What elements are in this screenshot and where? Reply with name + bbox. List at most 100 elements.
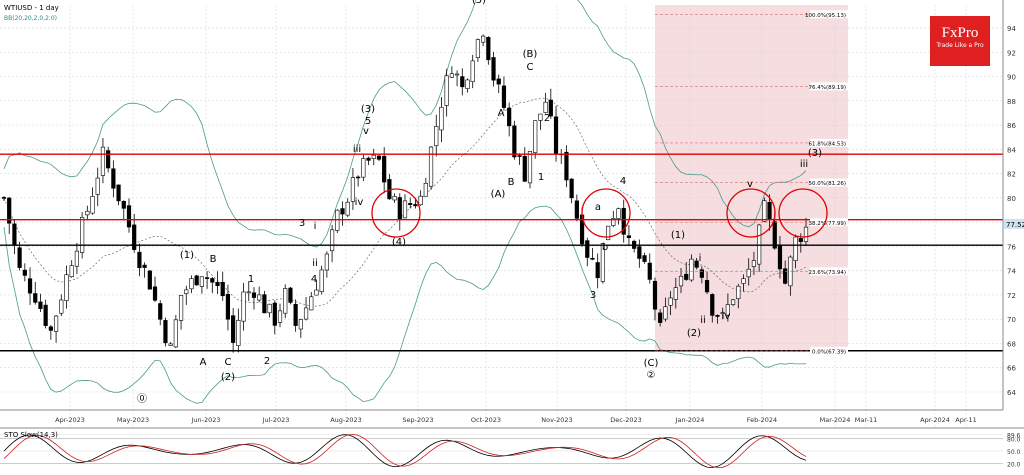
candle-body xyxy=(533,120,538,153)
candle-body xyxy=(496,78,501,85)
candle-body xyxy=(356,176,361,179)
candle-body xyxy=(210,278,215,283)
candle-body xyxy=(569,178,574,199)
wave-label: 2 xyxy=(544,113,550,124)
candle-body xyxy=(272,302,277,326)
wave-label: 4 xyxy=(620,176,626,187)
bb-upper-line xyxy=(3,0,807,248)
candle-body xyxy=(7,197,12,224)
date-tick: Apr-11 xyxy=(955,416,976,424)
wave-label: iii xyxy=(353,144,361,155)
candle-body xyxy=(95,177,100,195)
fib-label-bg xyxy=(810,267,848,276)
candle-body xyxy=(798,238,803,242)
stochastic-label: STO Slow(14,3) xyxy=(4,431,58,439)
candle-body xyxy=(590,257,595,260)
candle-body xyxy=(413,204,418,207)
candle-body xyxy=(402,200,408,219)
fib-label: 0.0%(67.39) xyxy=(812,349,846,355)
candle-body xyxy=(199,276,204,287)
candle-body xyxy=(215,281,220,287)
candle-body xyxy=(772,221,777,249)
wave-label: b xyxy=(602,242,608,253)
wave-label: (1) xyxy=(180,250,194,261)
candle-body xyxy=(111,168,116,189)
candle-body xyxy=(501,85,507,108)
price-tick: 70 xyxy=(1007,316,1016,324)
fib-label: 76.4%(89.19) xyxy=(808,85,846,91)
candle-body xyxy=(251,292,257,298)
current-price-label: 77.52 xyxy=(1006,221,1024,229)
candle-body xyxy=(12,223,17,245)
candle-body xyxy=(704,280,710,293)
wave-label: i xyxy=(314,221,317,232)
candle-body xyxy=(642,255,647,262)
candle-body xyxy=(100,146,106,176)
wave-label: C xyxy=(527,62,534,73)
date-tick: Aug-2023 xyxy=(330,416,362,424)
wave-label: (4) xyxy=(392,237,406,248)
candle-body xyxy=(142,264,147,268)
candle-body xyxy=(673,287,678,300)
date-tick: Dec-2023 xyxy=(610,416,641,424)
candle-body xyxy=(454,73,460,76)
candle-body xyxy=(361,158,366,178)
highlight-circle xyxy=(778,188,828,238)
date-axis: Apr-2023 May-2023 Jun-2023 Jul-2023 Aug-2023… xyxy=(55,416,977,424)
wave-label: B xyxy=(210,254,217,265)
stoch-d-line xyxy=(3,433,807,469)
highlight-circle xyxy=(371,188,421,238)
candle-body xyxy=(231,315,236,343)
wave-label: (3) xyxy=(808,148,822,159)
date-tick: Apr-2023 xyxy=(55,416,85,424)
candle-body xyxy=(48,326,53,331)
price-tick: 66 xyxy=(1007,365,1016,373)
wave-label: (2) xyxy=(687,328,701,339)
candle-body xyxy=(43,304,48,326)
stoch-tick: 20.0 xyxy=(1007,462,1021,469)
candle-body xyxy=(720,312,725,314)
candle-body xyxy=(512,125,517,158)
logo-tagline: Trade Like a Pro xyxy=(935,42,984,49)
candle-body xyxy=(132,224,137,250)
candle-body xyxy=(189,278,194,290)
horizontal-levels xyxy=(0,153,1003,352)
candle-body xyxy=(283,288,288,314)
candle-body xyxy=(434,126,439,147)
candle-body xyxy=(616,208,621,219)
highlight-circles xyxy=(371,188,828,238)
fib-label-bg xyxy=(810,218,848,227)
candle-body xyxy=(59,299,64,314)
candle-body xyxy=(637,246,642,259)
fib-label-bg xyxy=(810,10,848,19)
date-tick: Nov-2023 xyxy=(541,416,572,424)
candle-body xyxy=(220,282,225,297)
wave-label: 3 xyxy=(590,290,596,301)
candle-body xyxy=(585,240,590,258)
candle-body xyxy=(668,297,673,306)
candle-body xyxy=(267,303,272,314)
date-tick: May-2023 xyxy=(117,416,149,424)
wave-label: A xyxy=(498,108,505,119)
wave-label: A xyxy=(200,357,207,368)
candle-body xyxy=(574,200,579,219)
candle-body xyxy=(257,294,262,301)
candle-body xyxy=(783,268,788,284)
candle-body xyxy=(465,79,470,89)
candle-body xyxy=(663,306,668,320)
candle-body xyxy=(309,296,314,311)
candle-body xyxy=(793,236,798,261)
candle-body xyxy=(64,274,69,302)
stoch-tick: 50.0 xyxy=(1007,449,1021,456)
logo-brand: FxPro xyxy=(942,25,979,41)
candle-body xyxy=(90,196,95,214)
candle-body xyxy=(553,116,559,154)
date-tick: Feb-2024 xyxy=(747,416,777,424)
candle-body xyxy=(418,195,423,206)
wave-label: a xyxy=(595,202,601,213)
wave-label: ⓪ xyxy=(137,393,147,405)
candle-body xyxy=(168,343,173,346)
wave-label: (A) xyxy=(491,189,506,200)
candle-body xyxy=(439,106,444,131)
